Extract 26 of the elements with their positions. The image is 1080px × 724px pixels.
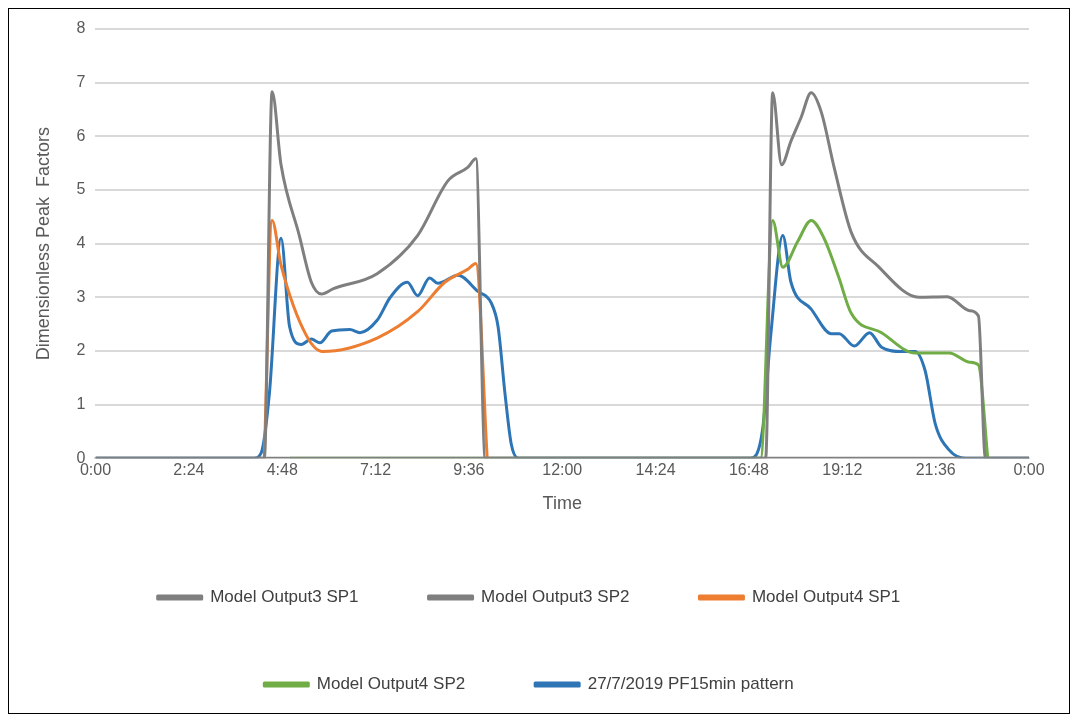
y-tick-label: 5 <box>76 180 86 198</box>
y-tick-label: 6 <box>76 126 86 144</box>
y-tick-label: 8 <box>76 19 86 37</box>
x-tick-label: 4:48 <box>266 461 298 479</box>
x-tick-label: 16:48 <box>728 461 770 479</box>
y-tick-label: 7 <box>76 73 86 91</box>
x-tick-label: 0:00 <box>79 461 112 479</box>
legend-label: 27/7/2019 PF15min pattern <box>587 674 794 694</box>
legend-label: Model Output3 SP2 <box>481 587 630 607</box>
legend-label: Model Output4 SP1 <box>751 587 901 607</box>
x-tick-label: 9:36 <box>453 461 485 479</box>
y-tick-label: 4 <box>76 234 86 252</box>
legend-label: Model Output4 SP2 <box>316 674 466 694</box>
x-tick-label: 2:24 <box>173 461 205 479</box>
x-tick-label: 7:12 <box>359 461 392 479</box>
x-tick-label: 0:00 <box>1013 461 1045 479</box>
x-axis-title: Time <box>542 493 582 514</box>
x-tick-label: 14:24 <box>635 461 676 479</box>
x-tick-label: 21:36 <box>915 461 956 479</box>
x-tick-label: 12:00 <box>542 461 583 479</box>
legend-label: Model Output3 SP1 <box>210 587 359 607</box>
y-tick-label: 2 <box>76 341 86 359</box>
x-tick-label: 19:12 <box>822 461 863 479</box>
y-axis-title: Dimensionless Peak Factors <box>32 127 53 361</box>
y-tick-label: 1 <box>76 394 86 412</box>
y-tick-label: 3 <box>76 287 86 305</box>
